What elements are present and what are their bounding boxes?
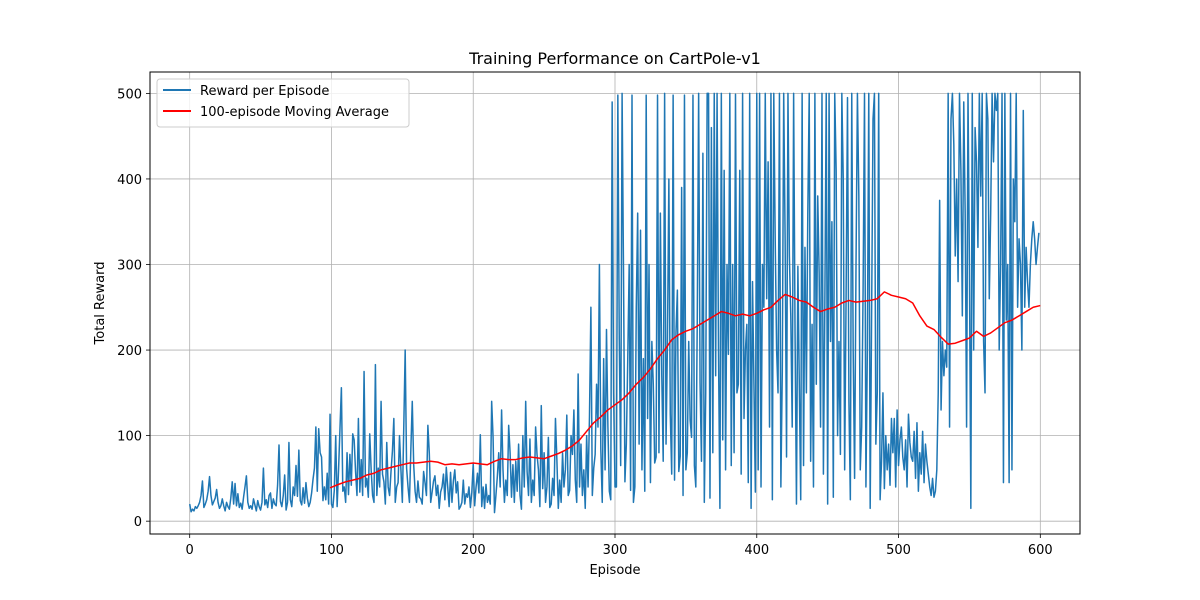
- x-axis: 0 100 200 300 400 500 600: [186, 534, 1053, 558]
- y-axis: 0 100 200 300 400 500: [117, 87, 150, 530]
- y-axis-label: Total Reward: [93, 262, 108, 346]
- legend-label-moving-average: 100-episode Moving Average: [200, 105, 389, 120]
- x-tick-label: 600: [1028, 543, 1053, 558]
- y-tick-label: 500: [117, 87, 142, 102]
- x-axis-label: Episode: [589, 563, 640, 578]
- x-tick-label: 400: [744, 543, 769, 558]
- y-tick-label: 400: [117, 173, 142, 188]
- grid: [150, 72, 1080, 534]
- y-tick-label: 200: [117, 344, 142, 359]
- plot-area: [188, 92, 1041, 514]
- series-reward-per-episode-line: [188, 92, 1040, 514]
- chart-title: Training Performance on CartPole-v1: [468, 49, 761, 68]
- x-tick-label: 500: [886, 543, 911, 558]
- x-tick-label: 100: [319, 543, 344, 558]
- y-tick-label: 300: [117, 259, 142, 274]
- y-tick-label: 100: [117, 430, 142, 445]
- series-moving-average-line: [329, 291, 1041, 489]
- legend: Reward per Episode 100-episode Moving Av…: [156, 78, 410, 128]
- y-tick-label: 0: [134, 515, 142, 530]
- legend-label-reward: Reward per Episode: [200, 84, 329, 99]
- x-tick-label: 0: [186, 543, 194, 558]
- legend-box: [156, 78, 410, 128]
- x-tick-label: 300: [603, 543, 628, 558]
- x-tick-label: 200: [461, 543, 486, 558]
